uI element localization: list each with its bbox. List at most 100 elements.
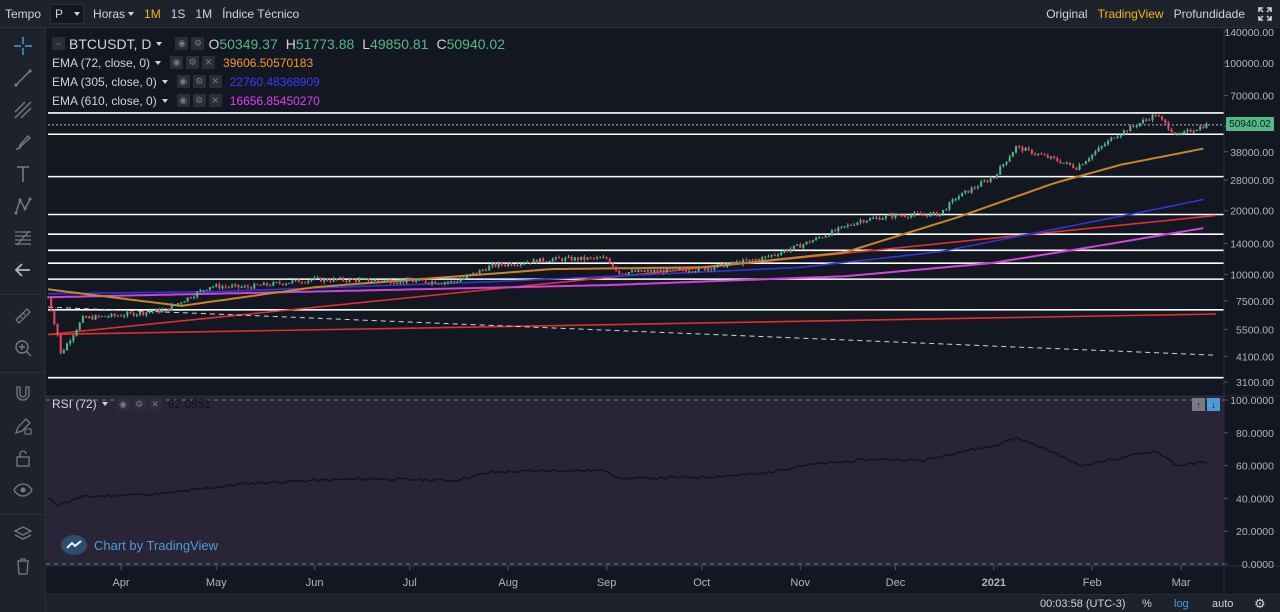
candle-up[interactable] xyxy=(586,257,589,260)
measure-tool[interactable] xyxy=(0,300,46,332)
candle-up[interactable] xyxy=(180,302,183,304)
candle-up[interactable] xyxy=(976,186,979,188)
candle-down[interactable] xyxy=(1170,129,1173,133)
trendline-dashed[interactable] xyxy=(47,306,1217,356)
log-scale-toggle[interactable]: log xyxy=(1174,598,1189,610)
view-tradingview-tab[interactable]: TradingView xyxy=(1097,7,1164,21)
candle-up[interactable] xyxy=(72,335,75,341)
candle-up[interactable] xyxy=(815,237,818,241)
candle-up[interactable] xyxy=(523,263,526,265)
candle-up[interactable] xyxy=(1103,144,1106,147)
candle-up[interactable] xyxy=(1065,162,1068,164)
candle-up[interactable] xyxy=(234,284,237,286)
candle-down[interactable] xyxy=(916,212,919,214)
candle-down[interactable] xyxy=(710,268,713,270)
candle-down[interactable] xyxy=(1173,132,1176,135)
candle-down[interactable] xyxy=(335,278,338,280)
candle-up[interactable] xyxy=(1176,134,1179,136)
candle-down[interactable] xyxy=(615,266,618,271)
candle-down[interactable] xyxy=(529,262,532,264)
candle-up[interactable] xyxy=(980,181,983,187)
candle-down[interactable] xyxy=(897,213,900,216)
interval-1month-button[interactable]: 1M xyxy=(195,6,213,21)
candle-down[interactable] xyxy=(656,269,659,272)
candle-up[interactable] xyxy=(151,311,154,313)
candle-up[interactable] xyxy=(291,280,294,283)
candle-down[interactable] xyxy=(1126,130,1129,132)
candle-up[interactable] xyxy=(780,252,783,255)
candle-up[interactable] xyxy=(735,261,738,264)
candle-up[interactable] xyxy=(770,254,773,257)
candle-up[interactable] xyxy=(554,257,557,259)
candle-down[interactable] xyxy=(662,269,665,273)
visibility-icon[interactable]: ◉ xyxy=(170,56,184,69)
candle-down[interactable] xyxy=(345,280,348,282)
candle-down[interactable] xyxy=(723,263,726,268)
chevron-down-icon[interactable] xyxy=(155,60,162,65)
candle-down[interactable] xyxy=(967,190,970,193)
candle-up[interactable] xyxy=(116,315,119,317)
candle-up[interactable] xyxy=(1192,131,1195,133)
candle-up[interactable] xyxy=(183,301,186,303)
candle-up[interactable] xyxy=(1151,114,1154,121)
candle-down[interactable] xyxy=(624,273,627,275)
candle-up[interactable] xyxy=(802,244,805,248)
chart-area[interactable]: 140000.00100000.0070000.0050000.0038000.… xyxy=(46,28,1280,594)
candle-up[interactable] xyxy=(1100,146,1103,148)
candle-up[interactable] xyxy=(370,281,373,283)
candle-down[interactable] xyxy=(281,283,284,285)
fib-tool[interactable] xyxy=(0,222,46,254)
candle-up[interactable] xyxy=(478,270,481,274)
candle-up[interactable] xyxy=(818,237,821,239)
candle-up[interactable] xyxy=(240,286,243,288)
candle-up[interactable] xyxy=(729,262,732,265)
candle-up[interactable] xyxy=(567,256,570,258)
view-original-tab[interactable]: Original xyxy=(1046,7,1088,21)
candle-down[interactable] xyxy=(510,263,513,266)
candle-up[interactable] xyxy=(961,192,964,197)
candle-up[interactable] xyxy=(989,178,992,182)
candle-up[interactable] xyxy=(659,269,662,272)
candle-up[interactable] xyxy=(859,220,862,223)
candle-down[interactable] xyxy=(608,258,611,264)
settings-icon[interactable]: ⚙ xyxy=(192,94,206,107)
candle-up[interactable] xyxy=(942,209,945,214)
candle-down[interactable] xyxy=(504,265,507,267)
candle-down[interactable] xyxy=(351,278,354,280)
candle-down[interactable] xyxy=(1113,137,1116,139)
candle-up[interactable] xyxy=(827,235,830,237)
candle-up[interactable] xyxy=(631,270,633,273)
candle-up[interactable] xyxy=(173,304,176,306)
chart-style-select[interactable]: P xyxy=(50,3,85,24)
tradingview-branding[interactable]: Chart by TradingView xyxy=(60,534,218,556)
ema305-line[interactable] xyxy=(47,198,1204,295)
candle-up[interactable] xyxy=(767,256,770,258)
candle-down[interactable] xyxy=(799,244,802,248)
candle-down[interactable] xyxy=(592,257,595,259)
candle-down[interactable] xyxy=(142,311,145,315)
candle-down[interactable] xyxy=(926,214,929,217)
candle-down[interactable] xyxy=(1167,122,1170,130)
fullscreen-button[interactable] xyxy=(1250,0,1280,28)
candle-up[interactable] xyxy=(193,296,195,299)
candle-up[interactable] xyxy=(1183,131,1186,134)
candle-down[interactable] xyxy=(878,217,881,220)
candle-down[interactable] xyxy=(402,280,405,283)
candle-up[interactable] xyxy=(627,272,630,275)
candle-up[interactable] xyxy=(910,215,913,218)
candle-up[interactable] xyxy=(313,277,316,280)
candle-up[interactable] xyxy=(361,278,364,280)
candle-down[interactable] xyxy=(1157,115,1160,117)
candle-up[interactable] xyxy=(761,257,764,261)
candle-down[interactable] xyxy=(923,214,925,216)
candle-up[interactable] xyxy=(992,177,995,179)
candle-up[interactable] xyxy=(196,291,199,297)
candle-down[interactable] xyxy=(516,265,519,267)
candle-up[interactable] xyxy=(431,281,434,284)
candle-up[interactable] xyxy=(796,244,799,246)
candle-up[interactable] xyxy=(396,282,399,284)
chart-canvas[interactable]: 140000.00100000.0070000.0050000.0038000.… xyxy=(46,28,1280,594)
candle-up[interactable] xyxy=(548,261,551,263)
ema305-label[interactable]: EMA (305, close, 0) xyxy=(52,74,157,89)
candle-up[interactable] xyxy=(139,311,142,315)
